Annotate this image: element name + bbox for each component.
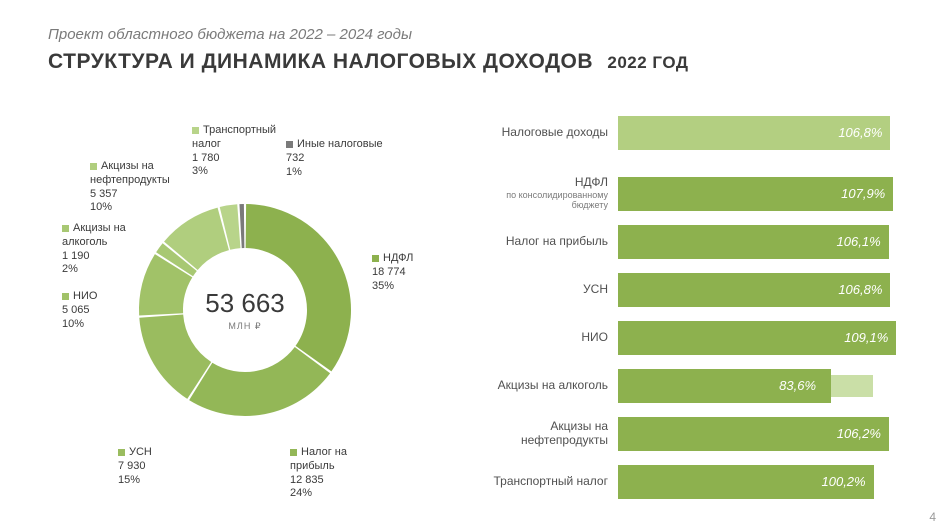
donut-label-usn: УСН 7 93015%: [118, 446, 152, 487]
bar-label: УСН: [490, 283, 618, 297]
slice-pct: 35%: [372, 280, 413, 294]
bar-label: НДФЛпо консолидированному бюджету: [490, 176, 618, 210]
slice-name-2: прибыль: [290, 460, 347, 474]
slice-name-2: нефтепродукты: [90, 174, 170, 188]
bar-label-text: УСН: [583, 282, 608, 296]
legend-swatch: [62, 293, 69, 300]
slice-name: Транспортный: [203, 124, 276, 136]
slice-value: 7 930: [118, 460, 152, 474]
bar-label-text: Налоговые доходы: [502, 125, 608, 139]
title-main: СТРУКТУРА И ДИНАМИКА НАЛОГОВЫХ ДОХОДОВ: [48, 50, 593, 73]
slice-pct: 3%: [192, 165, 276, 179]
legend-swatch: [290, 449, 297, 456]
bar-chart-region: Налоговые доходы 106,8% НДФЛпо консолидиро…: [490, 110, 900, 507]
bar-track: 107,9%: [618, 177, 900, 211]
bar-sublabel: по консолидированному бюджету: [490, 190, 608, 211]
slice-name-2: налог: [192, 138, 276, 152]
slice-value: 5 065: [62, 304, 97, 318]
donut-slice-other: [239, 204, 244, 248]
legend-swatch: [62, 225, 69, 232]
bar-row-ndfl: НДФЛпо консолидированному бюджету 107,9%: [490, 171, 900, 216]
bar-label: Налог на прибыль: [490, 235, 618, 249]
bar-value: 109,1%: [836, 321, 902, 355]
bar-value: 107,9%: [833, 177, 899, 211]
donut-label-transport: Транспортный налог1 7803%: [192, 124, 276, 179]
slice-value: 12 835: [290, 474, 347, 488]
bar-label: Акцизы на нефтепродукты: [490, 420, 618, 448]
slice-pct: 1%: [286, 166, 383, 180]
bar-label-text: НИО: [581, 330, 608, 344]
slice-name: НДФЛ: [383, 252, 413, 264]
bar-row-fuel: Акцизы на нефтепродукты 106,2%: [490, 411, 900, 456]
donut-slice-profit: [189, 347, 330, 416]
bar-label: Транспортный налог: [490, 475, 618, 489]
bar-value: 106,8%: [830, 273, 896, 307]
bar-track: 106,2%: [618, 417, 900, 451]
slice-value: 1 190: [62, 250, 126, 264]
slice-name: Иные налоговые: [297, 138, 383, 150]
bar-value: 106,2%: [829, 417, 895, 451]
donut-chart-region: 53 663 МЛН ₽ НДФЛ18 77435%Налог наприбыл…: [0, 90, 470, 520]
bar-row-total: Налоговые доходы 106,8%: [490, 110, 900, 155]
bar-label: Налоговые доходы: [490, 126, 618, 140]
donut-label-ndfl: НДФЛ 18 77435%: [372, 252, 413, 293]
header-title: СТРУКТУРА И ДИНАМИКА НАЛОГОВЫХ ДОХОДОВ 2…: [48, 50, 688, 74]
slice-name: Акцизы на: [101, 160, 154, 172]
bar-track: 106,8%: [618, 273, 900, 307]
slice-name-2: алкоголь: [62, 236, 126, 250]
bar-label-text: НДФЛ: [575, 175, 608, 189]
slice-pct: 15%: [118, 474, 152, 488]
slice-name: Налог на: [301, 446, 347, 458]
donut-label-profit: Налог на прибыль12 83524%: [290, 446, 347, 501]
slice-pct: 24%: [290, 487, 347, 501]
bar-value: 83,6%: [771, 369, 830, 403]
bar-track: 106,8%: [618, 116, 900, 150]
donut-slice-ndfl: [246, 204, 351, 371]
header-subtitle: Проект областного бюджета на 2022 – 2024…: [48, 26, 412, 43]
bar-label: НИО: [490, 331, 618, 345]
slice-pct: 10%: [90, 201, 170, 215]
donut-label-other: Иные налоговые 7321%: [286, 138, 383, 179]
bar-track: 83,6%: [618, 369, 900, 403]
bar-row-profit: Налог на прибыль 106,1%: [490, 219, 900, 264]
slice-value: 18 774: [372, 266, 413, 280]
bar-value: 100,2%: [814, 465, 880, 499]
bar-value: 106,1%: [829, 225, 895, 259]
bar-label-text: Налог на прибыль: [506, 234, 608, 248]
bar-track: 109,1%: [618, 321, 900, 355]
bar-row-nio: НИО 109,1%: [490, 315, 900, 360]
slice-value: 1 780: [192, 152, 276, 166]
slice-pct: 2%: [62, 263, 126, 277]
bar-track: 100,2%: [618, 465, 900, 499]
donut-label-nio: НИО 5 06510%: [62, 290, 97, 331]
donut-label-fuel: Акцизы на нефтепродукты5 35710%: [90, 160, 170, 215]
bar-track: 106,1%: [618, 225, 900, 259]
legend-swatch: [90, 163, 97, 170]
legend-swatch: [192, 127, 199, 134]
slice-pct: 10%: [62, 318, 97, 332]
donut-chart: [135, 200, 355, 420]
page-number: 4: [929, 510, 936, 524]
slice-name: Акцизы на: [73, 222, 126, 234]
legend-swatch: [372, 255, 379, 262]
bar-row-usn: УСН 106,8%: [490, 267, 900, 312]
donut-label-alc: Акцизы на алкоголь1 1902%: [62, 222, 126, 277]
slice-name: УСН: [129, 446, 152, 458]
bar-label: Акцизы на алкоголь: [490, 379, 618, 393]
bar-value: 106,8%: [830, 116, 896, 150]
title-year: 2022 ГОД: [607, 53, 688, 72]
legend-swatch: [118, 449, 125, 456]
slice-value: 732: [286, 152, 383, 166]
bar-row-alc: Акцизы на алкоголь 83,6%: [490, 363, 900, 408]
legend-swatch: [286, 141, 293, 148]
slice-name: НИО: [73, 290, 97, 302]
bar-label-text: Транспортный налог: [494, 474, 609, 488]
slice-value: 5 357: [90, 188, 170, 202]
bar-label-text: Акцизы на нефтепродукты: [521, 419, 608, 447]
bar-row-transport: Транспортный налог 100,2%: [490, 459, 900, 504]
bar-label-text: Акцизы на алкоголь: [498, 378, 608, 392]
